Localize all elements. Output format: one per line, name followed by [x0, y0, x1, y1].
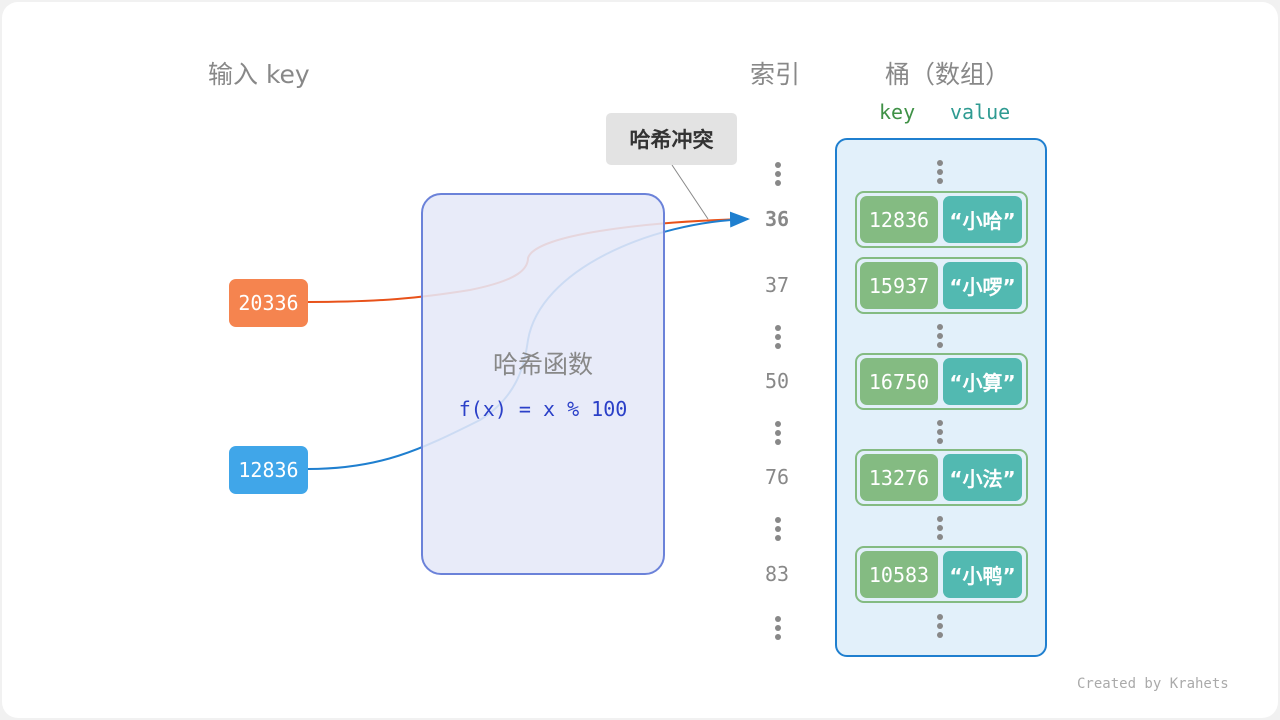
bucket-entry: 16750 “小算” — [855, 353, 1028, 410]
index-37: 37 — [764, 273, 790, 297]
ellipsis-icon — [775, 517, 781, 541]
entry-key: 16750 — [860, 358, 938, 405]
hash-collision-label: 哈希冲突 — [606, 113, 737, 165]
input-key-12836: 12836 — [229, 446, 308, 494]
entry-key: 12836 — [860, 196, 938, 243]
ellipsis-icon — [937, 516, 943, 540]
index-83: 83 — [764, 562, 790, 586]
ellipsis-icon — [775, 325, 781, 349]
hash-formula: f(x) = x % 100 — [458, 397, 628, 421]
ellipsis-icon — [937, 614, 943, 638]
index-50: 50 — [764, 369, 790, 393]
input-key-header: 输入 key — [208, 60, 310, 89]
entry-value: “小算” — [943, 358, 1022, 405]
bucket-header: 桶（数组） — [885, 60, 1011, 89]
entry-value: “小哈” — [943, 196, 1022, 243]
entry-key: 15937 — [860, 262, 938, 309]
footer-credit: Created by Krahets — [1077, 676, 1229, 692]
value-column-header: value — [950, 100, 1011, 124]
entry-key: 10583 — [860, 551, 938, 598]
bucket-entry: 15937 “小啰” — [855, 257, 1028, 314]
bucket-entry: 12836 “小哈” — [855, 191, 1028, 248]
index-header: 索引 — [750, 60, 801, 89]
entry-value: “小啰” — [943, 262, 1022, 309]
entry-value: “小法” — [943, 454, 1022, 501]
ellipsis-icon — [937, 420, 943, 444]
ellipsis-icon — [775, 616, 781, 640]
hash-function-box: 哈希函数 f(x) = x % 100 — [421, 193, 665, 575]
input-key-20336: 20336 — [229, 279, 308, 327]
entry-value: “小鸭” — [943, 551, 1022, 598]
bucket-entry: 10583 “小鸭” — [855, 546, 1028, 603]
key-column-header: key — [879, 100, 916, 124]
ellipsis-icon — [775, 421, 781, 445]
hash-function-title: 哈希函数 — [492, 350, 593, 379]
ellipsis-icon — [775, 162, 781, 186]
ellipsis-icon — [937, 324, 943, 348]
ellipsis-icon — [937, 160, 943, 184]
index-76: 76 — [764, 465, 790, 489]
bucket-entry: 13276 “小法” — [855, 449, 1028, 506]
entry-key: 13276 — [860, 454, 938, 501]
callout-leader — [671, 164, 709, 220]
index-36: 36 — [764, 207, 790, 231]
